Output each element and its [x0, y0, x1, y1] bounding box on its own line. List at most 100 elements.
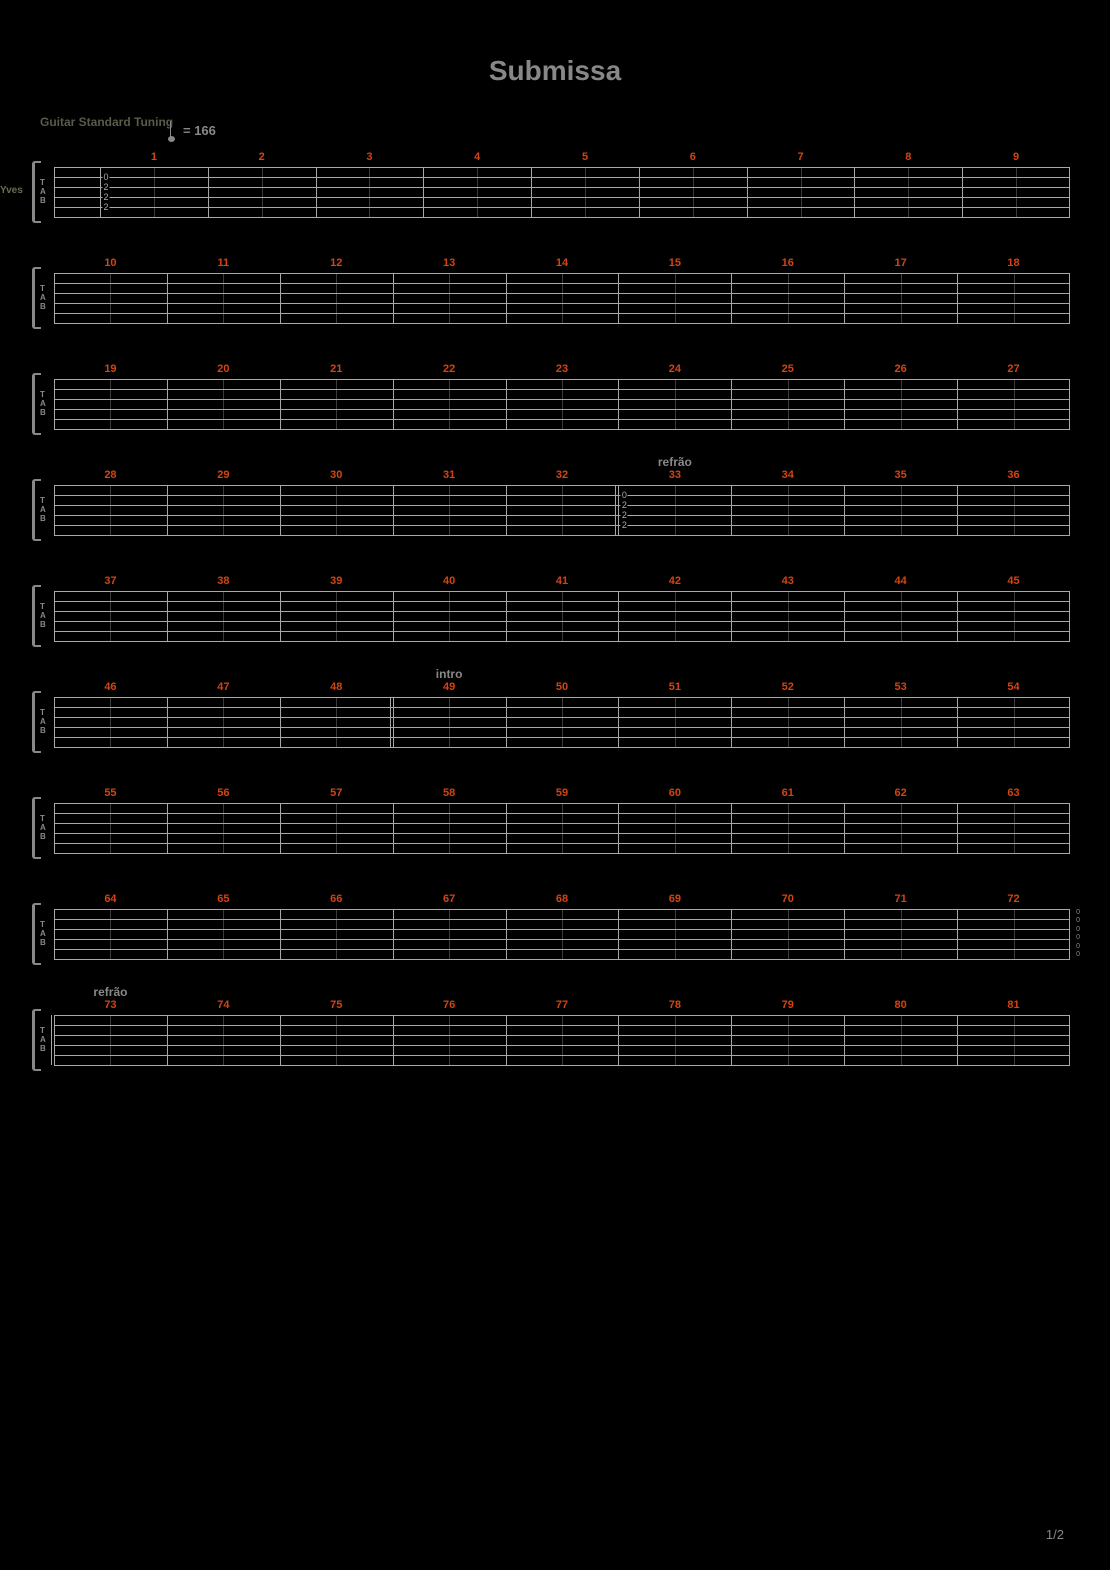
- bar-number: 37: [104, 575, 116, 587]
- tab-system: TAB1234567890222Yves= 166: [40, 167, 1070, 217]
- tab-system: TAB101112131415161718: [40, 273, 1070, 323]
- bar-number: 81: [1007, 999, 1019, 1011]
- bar-number: 50: [556, 681, 568, 693]
- bar-number: 55: [104, 787, 116, 799]
- bar-number: 3: [366, 151, 372, 163]
- bar-number: 69: [669, 893, 681, 905]
- bar-number: 12: [330, 257, 342, 269]
- bar-number: 4: [474, 151, 480, 163]
- tab-clef: TAB: [40, 496, 46, 523]
- bar-number: 34: [782, 469, 794, 481]
- bar-number: 76: [443, 999, 455, 1011]
- bar-number: 66: [330, 893, 342, 905]
- section-label: refrão: [658, 455, 692, 469]
- bar-number: 42: [669, 575, 681, 587]
- bar-number: 72: [1007, 893, 1019, 905]
- tab-clef: TAB: [40, 920, 46, 947]
- bar-number: 46: [104, 681, 116, 693]
- section-label: refrão: [93, 985, 127, 999]
- bar-number: 47: [217, 681, 229, 693]
- tab-staff: 192021222324252627: [54, 379, 1070, 429]
- bar-number: 63: [1007, 787, 1019, 799]
- bar-number: 80: [895, 999, 907, 1011]
- bar-number: 68: [556, 893, 568, 905]
- bar-number: 16: [782, 257, 794, 269]
- bar-number: 65: [217, 893, 229, 905]
- bar-number: 39: [330, 575, 342, 587]
- bar-number: 36: [1007, 469, 1019, 481]
- tab-system: TAB282930313233343536refrão0222: [40, 485, 1070, 535]
- bar-number: 18: [1007, 257, 1019, 269]
- bar-number: 48: [330, 681, 342, 693]
- page-number: 1/2: [1046, 1527, 1064, 1542]
- bar-number: 1: [151, 151, 157, 163]
- bar-number: 79: [782, 999, 794, 1011]
- bar-number: 8: [905, 151, 911, 163]
- bar-number: 6: [690, 151, 696, 163]
- bar-number: 41: [556, 575, 568, 587]
- bar-number: 7: [797, 151, 803, 163]
- tab-clef: TAB: [40, 178, 46, 205]
- tab-staff: 464748495051525354intro: [54, 697, 1070, 747]
- tab-system: TAB737475767778798081refrão: [40, 1015, 1070, 1065]
- bar-number: 31: [443, 469, 455, 481]
- bar-number: 33: [669, 469, 681, 481]
- bar-number: 32: [556, 469, 568, 481]
- tab-staff: 1234567890222: [54, 167, 1070, 217]
- fret-number: 2: [102, 192, 109, 202]
- bar-number: 35: [895, 469, 907, 481]
- tab-clef: TAB: [40, 390, 46, 417]
- tab-staff: 737475767778798081refrão: [54, 1015, 1070, 1065]
- bar-number: 45: [1007, 575, 1019, 587]
- tab-clef: TAB: [40, 708, 46, 735]
- bar-number: 28: [104, 469, 116, 481]
- bar-number: 70: [782, 893, 794, 905]
- bar-number: 54: [1007, 681, 1019, 693]
- bar-number: 43: [782, 575, 794, 587]
- song-title: Submissa: [40, 55, 1070, 87]
- bar-number: 49: [443, 681, 455, 693]
- tab-system: TAB 373839404142434445: [40, 591, 1070, 641]
- bar-number: 78: [669, 999, 681, 1011]
- bar-number: 71: [895, 893, 907, 905]
- section-label: intro: [436, 667, 463, 681]
- bar-number: 77: [556, 999, 568, 1011]
- bar-number: 51: [669, 681, 681, 693]
- tab-system: TAB646566676869707172000000: [40, 909, 1070, 959]
- fret-number: 2: [102, 182, 109, 192]
- line-end-continuation: 000000: [1076, 909, 1080, 959]
- tab-staff: 373839404142434445: [54, 591, 1070, 641]
- bar-number: 23: [556, 363, 568, 375]
- bar-number: 10: [104, 257, 116, 269]
- fret-number: 2: [621, 510, 628, 520]
- bar-number: 22: [443, 363, 455, 375]
- bar-number: 26: [895, 363, 907, 375]
- fret-number: 0: [102, 172, 109, 182]
- tab-clef: TAB: [40, 602, 46, 629]
- bar-number: 5: [582, 151, 588, 163]
- tab-staff: 101112131415161718: [54, 273, 1070, 323]
- bar-number: 52: [782, 681, 794, 693]
- bar-number: 57: [330, 787, 342, 799]
- bar-number: 30: [330, 469, 342, 481]
- instrument-label: Yves: [0, 185, 23, 196]
- bar-number: 14: [556, 257, 568, 269]
- bar-number: 75: [330, 999, 342, 1011]
- bar-number: 62: [895, 787, 907, 799]
- fret-number: 2: [102, 202, 109, 212]
- fret-number: 2: [621, 520, 628, 530]
- bar-number: 38: [217, 575, 229, 587]
- bar-number: 24: [669, 363, 681, 375]
- bar-number: 58: [443, 787, 455, 799]
- bar-number: 9: [1013, 151, 1019, 163]
- tempo-marking: = 166: [170, 121, 216, 139]
- fret-number: 2: [621, 500, 628, 510]
- bar-number: 13: [443, 257, 455, 269]
- bar-number: 27: [1007, 363, 1019, 375]
- tab-system: TAB 464748495051525354intro: [40, 697, 1070, 747]
- bar-number: 20: [217, 363, 229, 375]
- bar-number: 67: [443, 893, 455, 905]
- bar-number: 44: [895, 575, 907, 587]
- bar-number: 29: [217, 469, 229, 481]
- bar-number: 74: [217, 999, 229, 1011]
